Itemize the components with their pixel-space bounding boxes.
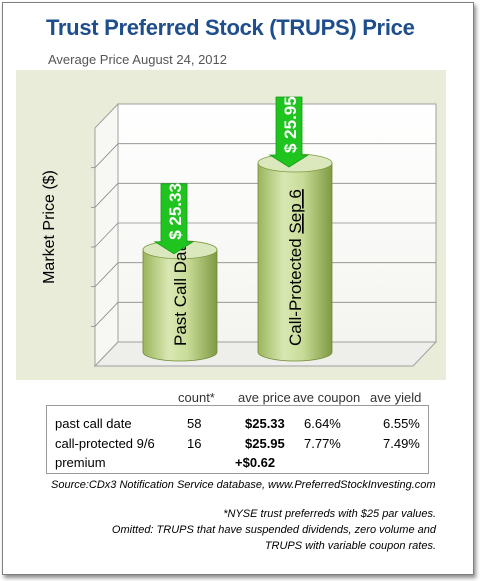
data-label: $ 25.95 [281,96,300,153]
category-label: Past Call Date [171,237,190,346]
row-price: $25.33 [245,416,285,431]
footnote-1: *NYSE trust preferreds with $25 par valu… [223,508,436,520]
row-label: past call date [55,416,132,431]
footnote-3: TRUPS with variable coupon rates. [264,540,436,552]
gridline [94,262,119,287]
value-callout-arrow [153,183,195,255]
row-yield: 7.49% [383,436,420,451]
row-coupon: 6.64% [304,416,341,431]
row-count: 58 [187,416,202,431]
row-label: call-protected 9/6 [55,436,155,451]
row-count: 16 [187,436,202,451]
header-coupon: ave coupon [293,390,361,405]
gridline [94,183,119,208]
row-price: $25.95 [245,436,285,451]
header-price: ave price [238,390,291,405]
footnote-2: Omitted: TRUPS that have suspended divid… [111,524,436,536]
data-label: $ 25.33 [166,183,185,240]
bar-body [257,162,333,362]
header-yield: ave yield [370,390,422,405]
source-note: Source:CDx3 Notification Service databas… [51,479,436,491]
row-yield: 6.55% [383,416,420,431]
header-count: count* [178,390,215,405]
gridline [94,222,119,248]
category-label: Call-Protected Sep 6 [286,189,305,346]
premium-value: +$0.62 [235,455,276,470]
category-label-underlined: Sep 6 [286,189,305,233]
gridline [94,143,119,168]
bar-body [142,249,218,362]
category-label-text: Call-Protected [286,234,305,346]
chart-title: Trust Preferred Stock (TRUPS) Price [46,15,415,40]
chart-subtitle: Average Price August 24, 2012 [48,52,227,67]
stats-table: past call date 58 $25.33 6.64% 6.55% cal… [46,405,429,474]
value-callout-arrow [268,96,310,168]
row-coupon: 7.77% [304,436,341,451]
bar-chart: Past Call Date$ 25.33 Call-Protected Sep … [91,96,438,368]
premium-label: premium [55,455,106,470]
y-axis-label: Market Price ($) [41,170,58,284]
gridline [94,302,119,327]
